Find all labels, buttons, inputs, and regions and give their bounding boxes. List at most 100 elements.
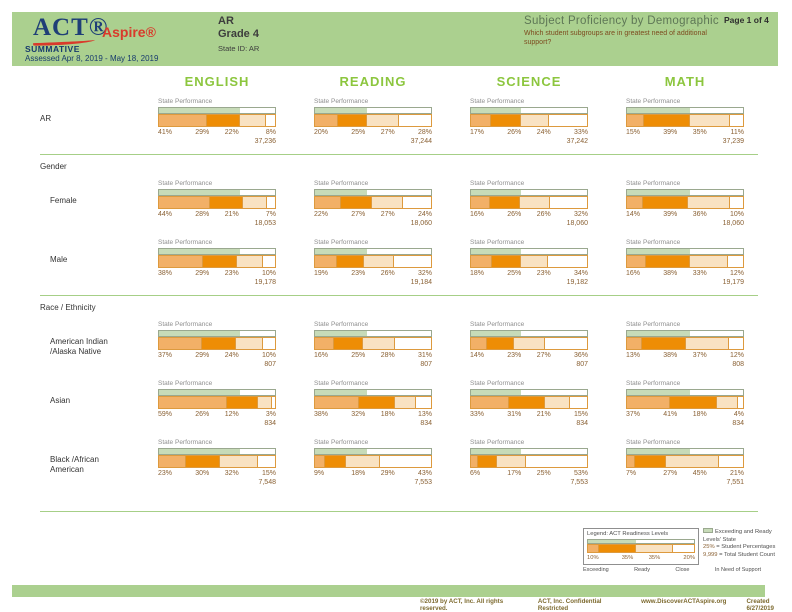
percent-label: 24% [417, 211, 432, 218]
total-student-count: 807 [576, 361, 588, 368]
percent-label: 26% [195, 411, 210, 418]
total-student-count: 18,060 [410, 220, 432, 227]
percent-label: 18% [380, 411, 395, 418]
chart-cell-reading: State Performance 22% 27% 27% 24% 18,060 [314, 180, 432, 230]
percent-label: 38% [663, 352, 678, 359]
bar-segment-close [257, 397, 272, 408]
percent-labels: 38% 32% 18% 13% [314, 411, 432, 418]
percent-label: 28% [380, 352, 395, 359]
state-performance-band [470, 330, 588, 337]
percent-label: 32% [351, 411, 366, 418]
bar-segment-in-need-of-support [395, 338, 431, 349]
percent-label: 31% [507, 411, 522, 418]
percent-label: 15% [261, 470, 276, 477]
percent-label: 16% [314, 352, 329, 359]
percent-label: 35% [648, 555, 661, 561]
stacked-bar [587, 544, 695, 553]
state-performance-fill [159, 190, 241, 195]
percent-label: 14% [626, 211, 641, 218]
state-performance-label: State Performance [470, 439, 525, 446]
state-performance-fill [315, 449, 368, 454]
percent-label: 17% [470, 129, 485, 136]
bar-segment-close [689, 256, 728, 267]
state-performance-band [158, 330, 276, 337]
stacked-bar [314, 114, 432, 127]
state-performance-band [314, 448, 432, 455]
state-performance-fill [159, 331, 241, 336]
demographic-row: AR State Performance 41% 29% 22% 8% 37,236 Stat… [0, 98, 792, 148]
act-logo: ACT® [33, 14, 109, 41]
bar-segment-ready [337, 256, 364, 267]
percent-label: 33% [692, 270, 707, 277]
stacked-bar [470, 114, 588, 127]
percent-label: 21% [729, 470, 744, 477]
percent-label: 26% [380, 270, 395, 277]
bar-segment-ready [333, 338, 363, 349]
subject-header-reading: READING [339, 74, 407, 89]
bar-segment-close [689, 115, 731, 126]
stacked-bar [470, 396, 588, 409]
footer-band [12, 585, 765, 597]
state-performance-fill [315, 390, 368, 395]
subject-header-english: ENGLISH [184, 74, 250, 89]
bar-segment-in-need-of-support [263, 256, 275, 267]
bar-segment-ready [491, 256, 521, 267]
state-performance-label: State Performance [470, 380, 525, 387]
bar-segment-exceeding [159, 256, 204, 267]
bar-segment-close [220, 456, 258, 467]
stacked-bar [626, 114, 744, 127]
percent-label: 10% [729, 211, 744, 218]
bar-segment-in-need-of-support [718, 456, 743, 467]
bar-segment-ready [509, 397, 546, 408]
chart-cell-science: State Performance 16% 26% 26% 32% 18,060 [470, 180, 588, 230]
bar-segment-exceeding [471, 256, 492, 267]
legend-level-name: Close [675, 567, 690, 573]
bar-segment-close [371, 197, 404, 208]
stacked-bar [158, 255, 276, 268]
percent-label: 10% [261, 270, 276, 277]
chart-cell-math: State Performance 37% 41% 18% 4% 834 [626, 380, 744, 430]
bar-segment-close [367, 115, 399, 126]
legend-count-key: 9,999 = Total Student Count [703, 552, 781, 560]
bar-segment-in-need-of-support [545, 338, 587, 349]
chart-cell-math: State Performance 16% 38% 33% 12% 19,179 [626, 239, 744, 289]
bar-segment-ready [325, 456, 347, 467]
report-body: ENGLISH READING SCIENCE MATH AR State Perform… [0, 66, 792, 512]
percent-label: 38% [663, 270, 678, 277]
percent-labels: 17% 26% 24% 33% [470, 129, 588, 136]
percent-label: 37% [626, 411, 641, 418]
percent-label: 27% [380, 129, 395, 136]
chart-cell-science: State Performance 17% 26% 24% 33% 37,242 [470, 98, 588, 148]
stacked-bar [158, 396, 276, 409]
bar-segment-in-need-of-support [379, 456, 430, 467]
bar-segment-exceeding [471, 338, 488, 349]
bar-segment-close [513, 338, 546, 349]
chart-cell-english: State Performance 23% 30% 32% 15% 7,548 [158, 439, 276, 489]
bar-segment-in-need-of-support [548, 115, 587, 126]
percent-label: 27% [351, 211, 366, 218]
percent-label: 27% [663, 470, 678, 477]
total-student-count: 19,178 [254, 279, 276, 286]
bar-segment-ready [203, 256, 237, 267]
percent-label: 25% [351, 352, 366, 359]
bar-segment-ready [669, 397, 718, 408]
aspire-logo: Aspire® [102, 24, 156, 40]
bar-segment-exceeding [471, 397, 510, 408]
state-performance-fill [159, 449, 241, 454]
state-performance-band [587, 539, 695, 544]
percent-label: 27% [536, 352, 551, 359]
chart-cell-english: State Performance 59% 26% 12% 3% 834 [158, 380, 276, 430]
legend-percent-key-desc: = Student Percentages [716, 544, 776, 550]
state-performance-fill [315, 108, 368, 113]
bar-segment-exceeding [588, 545, 599, 552]
bar-segment-exceeding [627, 197, 644, 208]
bar-segment-ready [635, 456, 667, 467]
percent-label: 11% [730, 129, 745, 136]
bar-segment-close [497, 456, 527, 467]
percent-labels: 14% 23% 27% 36% [470, 352, 588, 359]
state-performance-fill [627, 390, 690, 395]
state-performance-band [314, 107, 432, 114]
subject-header-math: MATH [664, 74, 706, 89]
percent-label: 15% [573, 411, 588, 418]
bar-segment-close [686, 338, 730, 349]
